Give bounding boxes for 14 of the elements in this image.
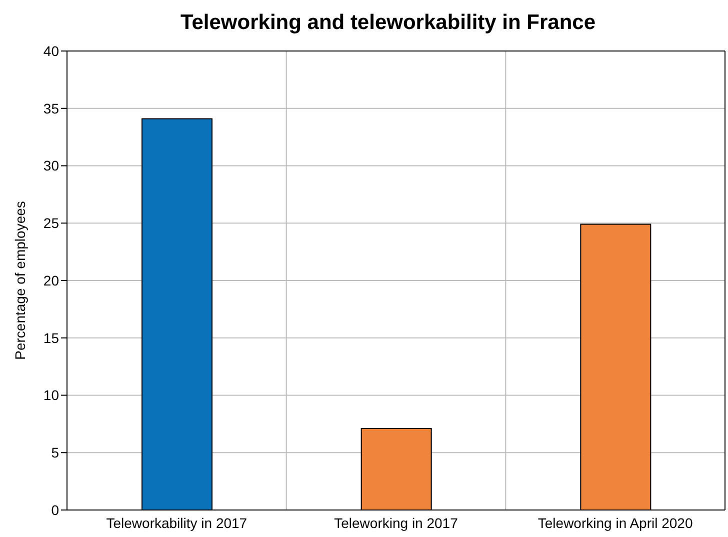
y-tick-label: 40 xyxy=(43,42,60,59)
x-tick-label: Teleworking in 2017 xyxy=(334,514,458,531)
y-tick-label: 10 xyxy=(43,387,60,404)
y-tick-label: 35 xyxy=(43,100,60,116)
y-tick-label: 20 xyxy=(43,272,60,288)
y-tick-label: 5 xyxy=(51,444,60,461)
y-axis-title: Percentage of employees xyxy=(12,201,28,360)
y-tick-label: 15 xyxy=(43,330,60,346)
y-tick-label: 30 xyxy=(43,158,60,174)
x-tick-label: Teleworkability in 2017 xyxy=(106,514,248,531)
x-tick-label: Teleworking in April 2020 xyxy=(538,514,693,531)
y-tick-label: 0 xyxy=(51,502,60,518)
y-tick-label: 25 xyxy=(43,215,60,232)
chart-title: Teleworking and teleworkability in France xyxy=(179,10,597,36)
